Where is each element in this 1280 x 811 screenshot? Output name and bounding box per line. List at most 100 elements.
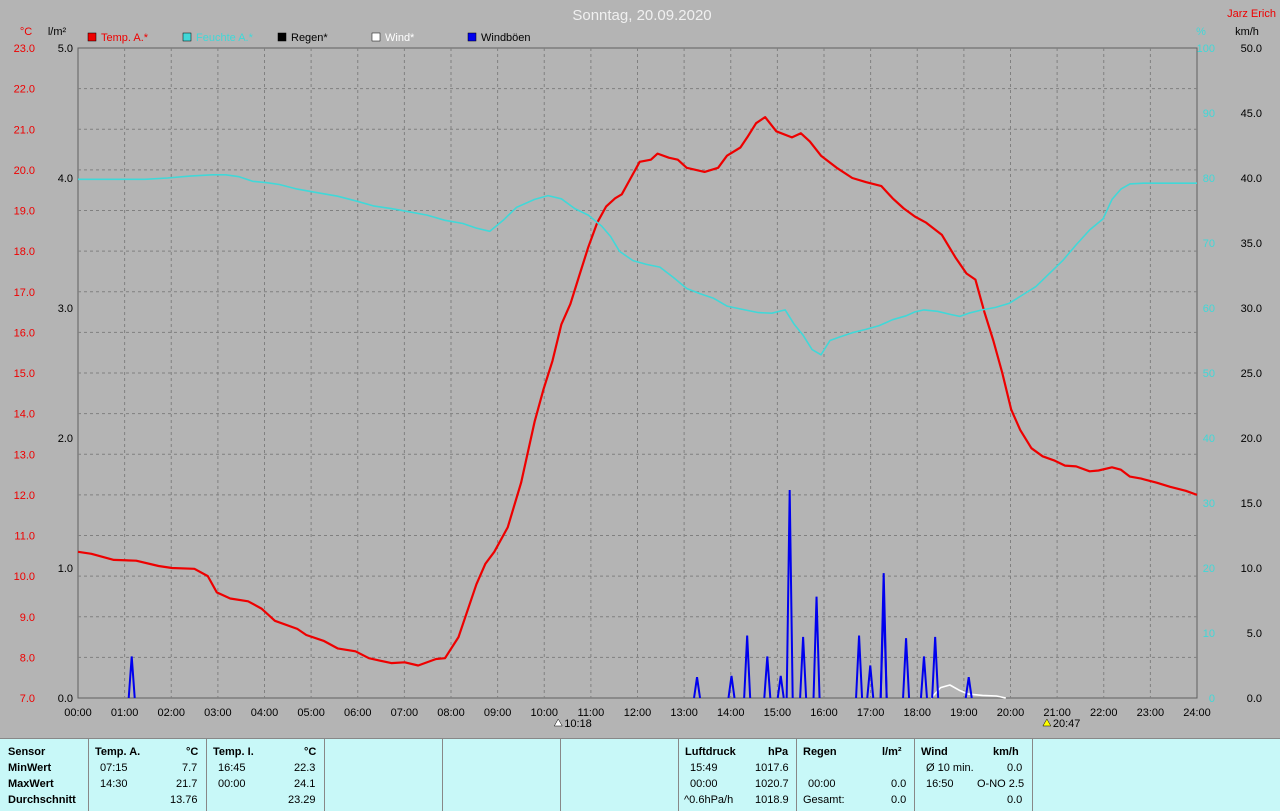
rain-total-value: 0.0 [891,794,907,806]
rain-axis-label: l/m² [48,26,67,38]
temp-axis-label: °C [20,26,32,38]
x-tick-label: 04:00 [251,707,279,719]
wind-tick-label: 20.0 [1241,433,1262,445]
gust-spike [879,573,888,699]
x-tick-label: 07:00 [391,707,419,719]
rain-unit: l/m² [882,746,902,758]
temp-i-min-time: 16:45 [218,762,246,774]
statistics-table: Sensor MinWert MaxWert Durchschnitt Temp… [0,738,1280,811]
legend-label: Regen* [291,32,328,44]
legend-label: Temp. A.* [101,32,149,44]
pressure-max: 1020.7 [755,778,789,790]
chart-series [77,115,1198,699]
temp-tick-label: 12.0 [14,490,35,502]
temp-a-min: 7.7 [182,762,198,774]
temp-a-unit: °C [186,746,199,758]
temp-i-avg: 23.29 [288,794,316,806]
chart-title: Sonntag, 20.09.2020 [572,7,711,24]
temp-tick-label: 21.0 [14,124,35,136]
sunrise-marker [553,718,563,727]
weather-chart: 23.0 22.0 21.0 20.0 19.0 18.0 17.0 16.0 15.0 14.0… [14,7,1276,730]
x-tick-label: 19:00 [950,707,978,719]
humidity-tick-label: 10 [1203,628,1215,640]
pressure-trend-value: 1018.9 [755,794,789,806]
x-tick-label: 17:00 [857,707,885,719]
wind-tick-label: 45.0 [1241,108,1262,120]
temp-tick-label: 19.0 [14,206,35,218]
temp-tick-label: 14.0 [14,409,35,421]
humidity-tick-label: 70 [1203,238,1215,250]
sunset-label: 20:47 [1053,718,1081,730]
wind-max-value: O-NO 2.5 [977,778,1025,790]
sensor-header: Sensor [8,746,46,758]
humidity-tick-label: 40 [1203,433,1215,445]
temp-i-header: Temp. I. [213,746,254,758]
humidity-tick-label: 100 [1197,43,1215,55]
gust-spike [919,656,928,699]
gust-spike [964,677,973,699]
gust-spike [727,675,736,699]
wind-avg-label: Ø 10 min. [926,762,974,774]
wind-max-time: 16:50 [926,778,954,790]
wind-tick-label: 25.0 [1241,368,1262,380]
rain-tick-label: 2.0 [58,433,73,445]
humidity-tick-label: 60 [1203,303,1215,315]
gust-spike [763,656,772,699]
temp-a-max-time: 14:30 [100,778,128,790]
x-tick-label: 16:00 [810,707,838,719]
x-tick-label: 08:00 [437,707,465,719]
pressure-min-time: 15:49 [690,762,718,774]
rain-total-label: Gesamt: [803,794,845,806]
pressure-trend-label: ^0.6hPa/h [684,794,734,806]
x-tick-label: 09:00 [484,707,512,719]
x-tick-label: 14:00 [717,707,745,719]
legend-swatch [87,32,97,42]
wind-axis-label: km/h [1235,26,1259,38]
pressure-header: Luftdruck [685,746,736,758]
legend-swatch [182,32,192,42]
x-tick-label: 13:00 [670,707,698,719]
chart-axis-labels: 23.0 22.0 21.0 20.0 19.0 18.0 17.0 16.0 15.0 14.0… [14,26,1262,730]
x-tick-label: 15:00 [764,707,792,719]
humidity-tick-label: 0 [1209,693,1215,705]
x-tick-label: 10:00 [530,707,558,719]
wind-tick-label: 10.0 [1241,563,1262,575]
legend-swatch [277,32,287,42]
humidity-tick-label: 20 [1203,563,1215,575]
x-tick-label: 03:00 [204,707,232,719]
rain-tick-label: 0.0 [58,693,73,705]
wind-unit: km/h [993,746,1019,758]
rain-time: 00:00 [808,778,836,790]
temp-tick-label: 23.0 [14,43,35,55]
wind-avg-value: 0.0 [1007,762,1023,774]
gust-spike [776,675,785,699]
x-tick-label: 00:00 [64,707,92,719]
rain-value: 0.0 [891,778,907,790]
x-tick-label: 21:00 [1043,707,1071,719]
rain-tick-label: 4.0 [58,173,73,185]
gust-spike [812,596,821,699]
gust-spike [799,636,808,699]
temp-tick-label: 15.0 [14,368,35,380]
gust-spike [855,635,864,699]
x-tick-label: 05:00 [297,707,325,719]
legend-label: Feuchte A.* [196,32,254,44]
pressure-min: 1017.6 [755,762,789,774]
temp-tick-label: 22.0 [14,84,35,96]
temp-a-avg: 13.76 [170,794,198,806]
wind-tick-label: 35.0 [1241,238,1262,250]
gust-spike [931,636,940,699]
temp-tick-label: 18.0 [14,246,35,258]
temp-tick-label: 10.0 [14,571,35,583]
x-tick-label: 11:00 [578,707,605,719]
wind-tick-label: 5.0 [1247,628,1262,640]
x-tick-label: 06:00 [344,707,372,719]
temp-tick-label: 8.0 [20,652,35,664]
rain-tick-label: 3.0 [58,303,73,315]
x-tick-label: 23:00 [1137,707,1165,719]
legend-swatch [467,32,477,42]
temp-i-max-time: 00:00 [218,778,246,790]
x-tick-label: 22:00 [1090,707,1118,719]
wind-tick-label: 50.0 [1241,43,1262,55]
legend-swatch [371,32,381,42]
